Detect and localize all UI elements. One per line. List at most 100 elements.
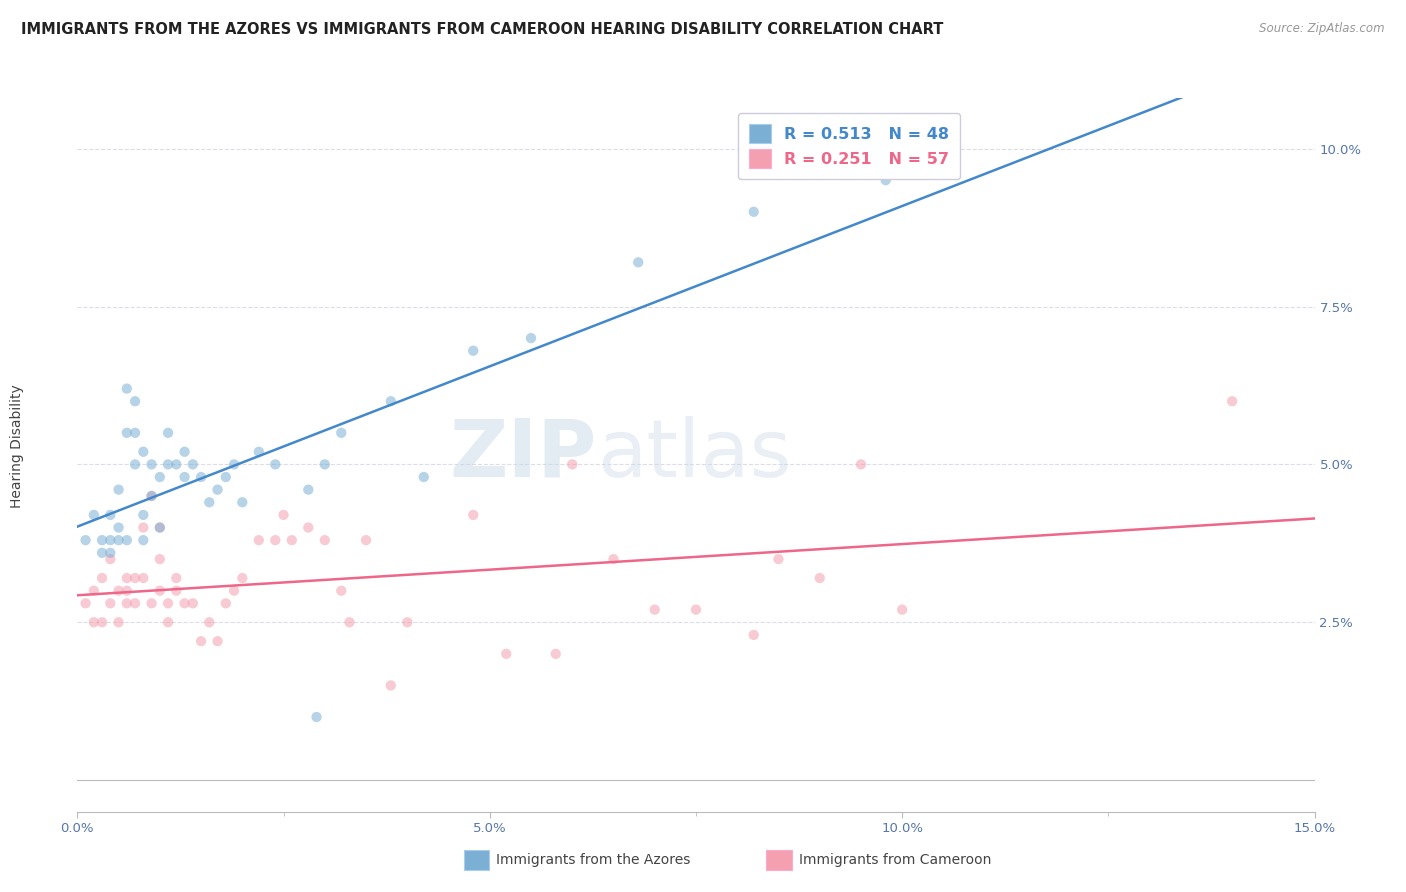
Point [222,583,245,598]
Text: Hearing Disability: Hearing Disability [10,384,24,508]
Point [354,533,377,548]
Point [412,470,434,484]
Point [173,444,195,458]
Point [107,533,129,548]
Point [165,571,187,585]
Point [463,508,485,522]
Point [107,583,129,598]
Legend: R = 0.513   N = 48, R = 0.251   N = 57: R = 0.513 N = 48, R = 0.251 N = 57 [738,113,960,179]
Point [115,382,138,396]
Point [157,458,180,472]
Point [181,458,204,472]
Point [1220,394,1243,409]
Point [165,458,187,472]
Point [165,583,187,598]
Point [339,615,361,630]
Point [132,571,155,585]
Point [91,546,114,560]
Point [305,710,328,724]
Point [875,173,897,187]
Point [132,520,155,534]
Point [124,458,146,472]
Point [396,615,419,630]
Point [231,571,253,585]
Point [91,533,114,548]
Point [98,533,121,548]
Point [198,615,221,630]
Point [495,647,517,661]
Point [132,444,155,458]
Point [644,602,666,616]
Point [75,533,97,548]
Point [124,425,146,440]
Text: ZIP: ZIP [450,416,598,494]
Point [314,533,336,548]
Point [281,533,304,548]
Point [141,489,163,503]
Point [115,583,138,598]
Point [627,255,650,269]
Point [808,571,831,585]
Point [330,425,353,440]
Point [98,596,121,610]
Point [98,508,121,522]
Point [132,508,155,522]
Point [149,552,172,566]
Point [768,552,790,566]
Point [561,458,583,472]
Point [91,615,114,630]
Point [264,458,287,472]
Point [141,489,163,503]
Point [107,520,129,534]
Point [602,552,624,566]
Text: atlas: atlas [598,416,792,494]
Point [297,483,319,497]
Point [75,596,97,610]
Point [107,483,129,497]
Point [222,458,245,472]
Point [115,533,138,548]
Point [544,647,567,661]
Point [98,552,121,566]
Point [91,571,114,585]
Point [124,596,146,610]
Point [149,520,172,534]
Point [115,425,138,440]
Point [157,596,180,610]
Point [742,628,765,642]
Point [198,495,221,509]
Point [83,583,105,598]
Text: Immigrants from the Azores: Immigrants from the Azores [496,853,690,867]
Point [330,583,353,598]
Point [181,596,204,610]
Point [463,343,485,358]
Point [742,204,765,219]
Point [264,533,287,548]
Point [157,615,180,630]
Point [215,596,238,610]
Point [141,596,163,610]
Point [115,596,138,610]
Point [98,546,121,560]
Text: Immigrants from Cameroon: Immigrants from Cameroon [799,853,991,867]
Point [149,520,172,534]
Point [173,470,195,484]
Point [215,470,238,484]
Point [273,508,295,522]
Point [190,470,212,484]
Point [149,583,172,598]
Text: IMMIGRANTS FROM THE AZORES VS IMMIGRANTS FROM CAMEROON HEARING DISABILITY CORREL: IMMIGRANTS FROM THE AZORES VS IMMIGRANTS… [21,22,943,37]
Point [107,615,129,630]
Point [149,470,172,484]
Point [380,678,402,692]
Point [685,602,707,616]
Text: Source: ZipAtlas.com: Source: ZipAtlas.com [1260,22,1385,36]
Point [231,495,253,509]
Point [157,425,180,440]
Point [83,615,105,630]
Point [849,458,872,472]
Point [247,533,270,548]
Point [247,444,270,458]
Point [207,483,229,497]
Point [520,331,543,345]
